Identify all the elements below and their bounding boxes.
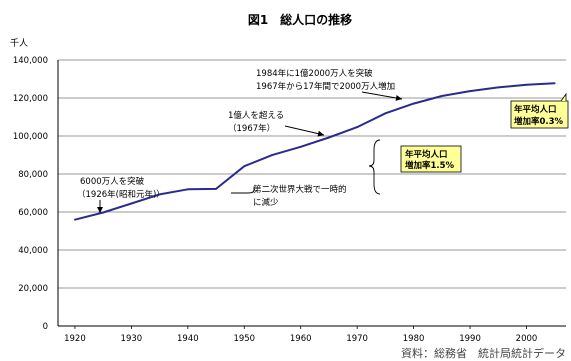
y-tick-label-3: 60,000 bbox=[18, 208, 48, 218]
data-point-1930 bbox=[130, 202, 133, 205]
annotation-war-line2: に減少 bbox=[253, 197, 279, 208]
data-point-1945 bbox=[215, 188, 217, 190]
x-tick-label-6: 1980 bbox=[403, 334, 425, 344]
x-tick-label-4: 1960 bbox=[290, 334, 312, 344]
chart-title: 図1 総人口の推移 bbox=[248, 12, 352, 27]
war-pointer bbox=[231, 187, 255, 194]
annotation-1984-line2: 1967年から17年間で2000万人増加 bbox=[256, 81, 395, 92]
x-tick-label-2: 1940 bbox=[177, 334, 199, 344]
arrow-1967-head bbox=[317, 130, 324, 137]
data-point-1975 bbox=[384, 112, 387, 115]
data-point-1955 bbox=[271, 153, 274, 156]
arrow-1967-shaft bbox=[284, 125, 325, 136]
y-tick-label-7: 140,000 bbox=[13, 56, 48, 66]
annotation-war-line1: 第二次世界大戦で一時的 bbox=[253, 184, 347, 195]
x-tick-label-1: 1930 bbox=[121, 334, 143, 344]
y-tick-label-5: 100,000 bbox=[13, 132, 48, 142]
y-tick-label-0: 0 bbox=[43, 322, 48, 332]
growth-rate-1-line2: 増加率1.5% bbox=[405, 160, 455, 171]
x-tick-label-8: 2000 bbox=[516, 334, 538, 344]
arrow-1984-shaft bbox=[361, 91, 403, 100]
y-tick-label-4: 80,000 bbox=[18, 170, 48, 180]
source-note: 資料：総務省 統計局統計データ bbox=[401, 346, 566, 360]
data-point-1965 bbox=[328, 136, 330, 139]
data-point-1950 bbox=[243, 165, 246, 168]
axes bbox=[57, 60, 566, 329]
x-tick-label-3: 1950 bbox=[233, 334, 255, 344]
series-line-0 bbox=[74, 82, 555, 221]
annotation-1984-line1: 1984年に1億2000万人を突破 bbox=[256, 68, 373, 79]
annotation-1967-line1: 1億人を超える bbox=[228, 110, 284, 121]
y-tick-label-2: 40,000 bbox=[18, 246, 48, 256]
annotation-1926-line2: （1926年(昭和元年)） bbox=[77, 189, 165, 200]
data-point-1990 bbox=[469, 90, 471, 93]
data-point-1940 bbox=[186, 188, 189, 191]
growth-rate-2-line2: 増加率0.3% bbox=[514, 116, 564, 127]
gridlines bbox=[58, 59, 566, 289]
x-tick-label-5: 1970 bbox=[346, 334, 368, 344]
data-point-2005 bbox=[553, 82, 556, 85]
x-tick-label-0: 1920 bbox=[64, 334, 86, 344]
annotation-1967-line2: （1967年） bbox=[228, 123, 275, 134]
data-point-1925 bbox=[102, 211, 105, 214]
growth-rate-box-2 bbox=[510, 100, 569, 129]
annotations: 6000万人を突破 （1926年(昭和元年)） 1億人を超える （1967年） 1984… bbox=[77, 68, 569, 213]
y-tick-labels: 0 20,000 40,000 60,000 80,000 100,000 120,000 1… bbox=[13, 56, 48, 332]
annotation-1926-line1: 6000万人を突破 bbox=[80, 176, 145, 187]
series-lines bbox=[74, 82, 556, 221]
data-point-2000 bbox=[525, 83, 528, 86]
y-unit-label: 千人 bbox=[10, 38, 28, 49]
data-point-1980 bbox=[412, 102, 415, 105]
x-tick-labels: 1920 1930 1940 1950 1960 1970 1980 1990 2000 bbox=[64, 334, 537, 344]
y-tick-label-6: 120,000 bbox=[13, 94, 48, 104]
data-point-1970 bbox=[356, 126, 359, 129]
growth-rate-box-1 bbox=[400, 145, 462, 173]
growth-rate-2-pointer bbox=[560, 92, 567, 102]
data-point-1995 bbox=[497, 86, 500, 89]
brace-high-growth bbox=[368, 139, 381, 195]
arrow-1984-head bbox=[395, 95, 402, 101]
data-point-1920 bbox=[74, 218, 76, 221]
data-point-1985 bbox=[440, 95, 443, 97]
data-point-1960 bbox=[299, 145, 302, 148]
growth-rate-2-line1: 年平均人口 bbox=[514, 104, 557, 115]
y-tick-label-1: 20,000 bbox=[18, 284, 48, 294]
arrow-1926-head bbox=[97, 207, 103, 213]
data-point-1935 bbox=[158, 193, 161, 196]
x-tick-label-7: 1990 bbox=[459, 334, 481, 344]
growth-rate-1-line1: 年平均人口 bbox=[405, 149, 448, 160]
